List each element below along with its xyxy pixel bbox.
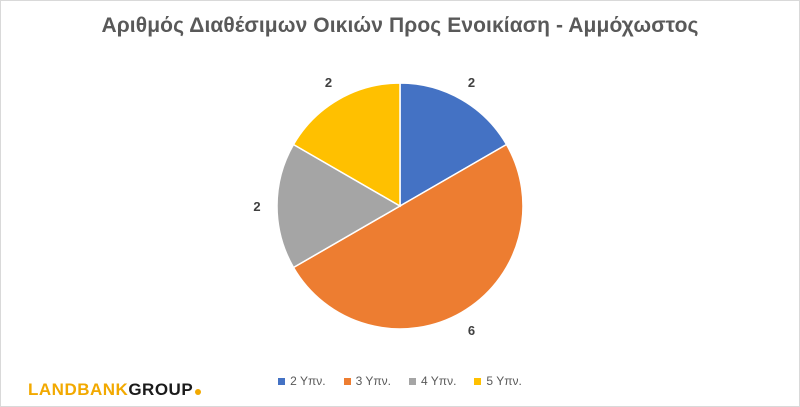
legend-swatch bbox=[343, 377, 351, 385]
pie-slice-3 bbox=[276, 143, 402, 269]
legend-item-3: 4 Υπν. bbox=[409, 374, 456, 388]
legend-swatch bbox=[278, 377, 286, 385]
legend-swatch bbox=[409, 377, 416, 385]
landbank-logo: LANDBANK GROUP bbox=[28, 380, 202, 400]
data-label-3: 2 bbox=[253, 199, 260, 214]
legend-item-1: 2 Υπν. bbox=[278, 374, 326, 388]
pie-slice-4 bbox=[292, 82, 401, 208]
legend-label: 5 Υπν. bbox=[486, 374, 522, 388]
data-label-2: 6 bbox=[468, 323, 475, 338]
logo-dot-icon bbox=[195, 389, 202, 395]
legend-label: 3 Υπν. bbox=[355, 374, 391, 388]
legend-label: 2 Υπν. bbox=[290, 374, 326, 388]
legend-label: 4 Υπν. bbox=[421, 374, 457, 388]
logo-text-land: LANDBANK bbox=[28, 380, 129, 399]
chart-title: Αριθμός Διαθέσιμων Οικιών Προς Ενοικίαση… bbox=[101, 14, 699, 37]
legend-swatch bbox=[474, 377, 482, 385]
data-label-4: 2 bbox=[325, 75, 332, 90]
pie-slice-1 bbox=[399, 82, 508, 208]
logo-text-group: GROUP bbox=[128, 380, 194, 399]
legend: 2 Υπν. 3 Υπν. 4 Υπν. 5 Υπν. bbox=[0, 374, 800, 388]
legend-item-2: 3 Υπν. bbox=[343, 374, 391, 388]
legend-item-4: 5 Υπν. bbox=[474, 374, 522, 388]
data-label-1: 2 bbox=[468, 75, 475, 90]
pie-slice-2 bbox=[292, 143, 524, 330]
